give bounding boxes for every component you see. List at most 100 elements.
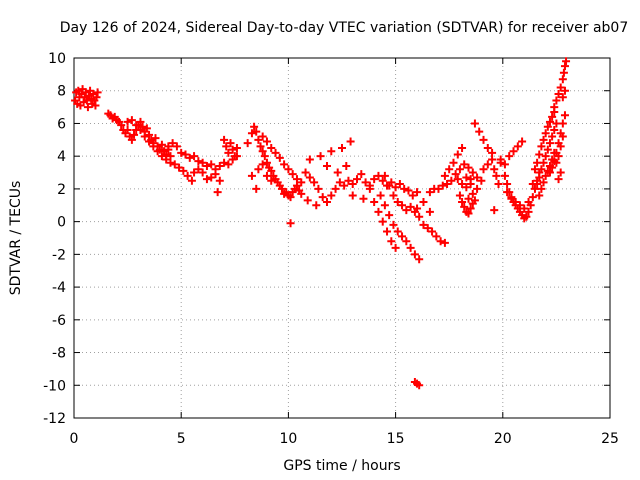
data-point xyxy=(230,152,239,161)
data-point xyxy=(333,168,342,177)
data-point xyxy=(494,180,503,188)
data-point xyxy=(440,238,449,247)
data-point xyxy=(303,196,312,205)
data-point xyxy=(183,171,192,180)
data-point xyxy=(562,57,571,66)
data-point xyxy=(443,180,452,188)
data-point xyxy=(402,206,411,215)
data-point xyxy=(545,117,554,126)
data-point xyxy=(413,188,422,197)
data-point xyxy=(370,198,379,206)
data-point xyxy=(202,175,211,184)
data-point xyxy=(535,150,544,159)
data-point xyxy=(93,88,102,97)
data-point xyxy=(535,173,544,182)
data-point xyxy=(91,101,100,110)
plot-frame xyxy=(73,57,611,419)
data-point xyxy=(550,126,559,134)
data-point xyxy=(410,250,419,259)
data-point xyxy=(408,191,417,200)
data-point xyxy=(455,191,464,200)
x-tick-label: 25 xyxy=(601,431,619,447)
x-tick-label: 15 xyxy=(387,431,405,447)
data-point xyxy=(327,147,336,156)
data-point xyxy=(305,155,314,164)
data-point xyxy=(554,90,563,98)
data-point xyxy=(466,175,475,184)
data-point xyxy=(187,176,196,185)
data-point xyxy=(314,184,323,193)
data-point xyxy=(127,116,136,125)
data-point xyxy=(136,117,145,126)
data-point xyxy=(520,204,529,213)
data-point xyxy=(500,160,509,169)
y-tick-label: -6 xyxy=(52,313,66,329)
data-point xyxy=(533,180,542,188)
data-point xyxy=(310,178,319,187)
data-point xyxy=(123,117,132,126)
data-point xyxy=(370,175,379,184)
data-point xyxy=(194,165,203,174)
data-point xyxy=(500,171,509,180)
data-point xyxy=(490,206,499,215)
y-tick-label: -4 xyxy=(52,280,66,296)
data-point xyxy=(406,243,415,252)
data-point xyxy=(385,181,394,190)
x-tick-label: 20 xyxy=(494,431,512,447)
data-point xyxy=(140,132,149,141)
data-point xyxy=(254,135,263,144)
data-point xyxy=(305,173,314,182)
data-point xyxy=(447,176,456,185)
data-point xyxy=(179,166,188,175)
data-point xyxy=(340,181,349,190)
grid xyxy=(74,58,610,418)
data-point xyxy=(543,122,552,131)
y-tick-label: 10 xyxy=(48,51,66,67)
data-point xyxy=(380,201,389,210)
data-point xyxy=(479,135,488,144)
data-point xyxy=(402,237,411,246)
y-tick-label: 8 xyxy=(57,84,66,100)
data-point xyxy=(130,130,139,139)
data-point xyxy=(453,175,462,184)
x-tick-label: 10 xyxy=(279,431,297,447)
data-point xyxy=(247,129,256,138)
data-point xyxy=(170,160,179,169)
data-point xyxy=(483,160,492,169)
data-point xyxy=(490,165,499,174)
y-tick-label: -2 xyxy=(52,247,66,263)
data-point xyxy=(318,193,327,202)
x-tick-label: 5 xyxy=(177,431,186,447)
data-point xyxy=(215,176,224,185)
data-point xyxy=(545,139,554,148)
y-tick-label: 4 xyxy=(57,149,66,165)
data-point xyxy=(335,178,344,187)
data-point xyxy=(275,153,284,162)
data-point xyxy=(83,103,92,112)
data-point xyxy=(213,188,222,197)
data-point xyxy=(376,191,385,200)
data-point xyxy=(458,144,467,152)
data-point xyxy=(535,191,544,200)
data-point xyxy=(524,207,533,216)
data-point xyxy=(181,150,190,159)
data-point xyxy=(425,188,434,197)
data-point xyxy=(194,157,203,166)
data-point xyxy=(198,168,207,177)
data-point xyxy=(545,168,554,177)
data-point xyxy=(277,184,286,193)
data-point xyxy=(462,183,471,192)
data-point xyxy=(404,186,413,195)
data-point xyxy=(473,173,482,182)
data-point xyxy=(483,144,492,152)
data-point xyxy=(172,142,181,151)
data-point xyxy=(428,227,437,236)
data-point xyxy=(198,158,207,167)
data-point xyxy=(419,198,428,206)
data-point xyxy=(378,176,387,185)
data-point xyxy=(518,137,527,146)
data-point xyxy=(470,196,479,205)
data-point xyxy=(558,132,567,141)
data-point xyxy=(509,147,518,156)
